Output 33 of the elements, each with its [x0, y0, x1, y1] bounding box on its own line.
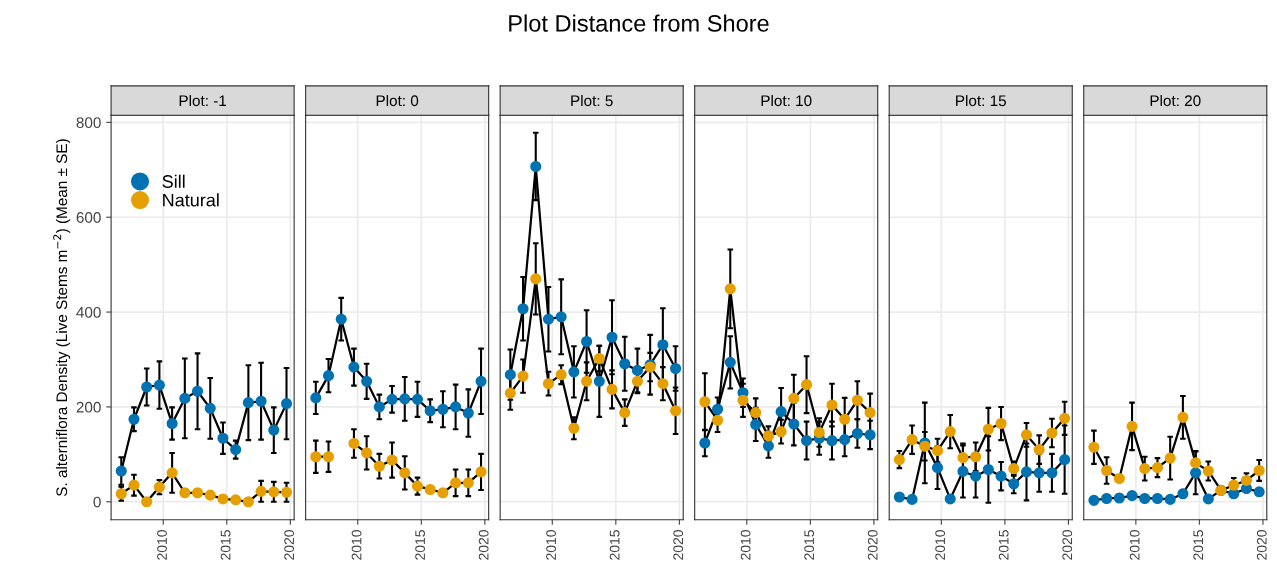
y-axis-title: S. alterniflora Density (Live Stems m$^{−2}$) (Mean ± SE): [53, 139, 71, 497]
x-tick-label: 2010: [740, 530, 751, 560]
chart-title: Plot: 5: [571, 94, 613, 107]
x-tick-label: 2020: [867, 530, 878, 560]
x-tick-label: 2015: [609, 530, 620, 560]
x-tick-label: 2010: [546, 530, 556, 560]
legend-label: Natural: [163, 193, 219, 207]
x-tick-label: 2010: [157, 530, 167, 560]
chart-title: Plot: 10: [761, 94, 812, 107]
x-tick-label: 2015: [804, 530, 815, 560]
x-tick-label: 2010: [935, 530, 946, 560]
x-tick-label: 2015: [415, 530, 426, 560]
x-tick-label: 2020: [673, 530, 684, 560]
x-tick-label: 2020: [478, 530, 489, 560]
chart-title: Plot: 15: [956, 94, 1006, 107]
x-tick-label: 2020: [1256, 530, 1267, 560]
y-tick-label: 0: [93, 496, 101, 508]
y-tick-label: 800: [76, 117, 101, 129]
x-tick-label: 2015: [1193, 530, 1204, 560]
y-tick-label: 400: [76, 306, 101, 318]
chart-title: Plot: -1: [179, 94, 227, 107]
x-tick-label: 2010: [1129, 530, 1140, 560]
x-tick-label: 2015: [998, 530, 1009, 560]
x-tick-label: 2020: [284, 530, 295, 560]
legend-label: Sill: [162, 174, 185, 188]
chart-title: Plot: 0: [376, 94, 419, 107]
text: Plot Distance from Shore: [509, 14, 769, 32]
y-tick-label: 600: [76, 212, 101, 223]
y-tick-label: 200: [76, 401, 101, 413]
x-tick-label: 2010: [351, 530, 362, 560]
x-tick-label: 2020: [1062, 530, 1073, 560]
chart-title: Plot: 20: [1150, 94, 1201, 107]
x-tick-label: 2015: [220, 530, 231, 560]
